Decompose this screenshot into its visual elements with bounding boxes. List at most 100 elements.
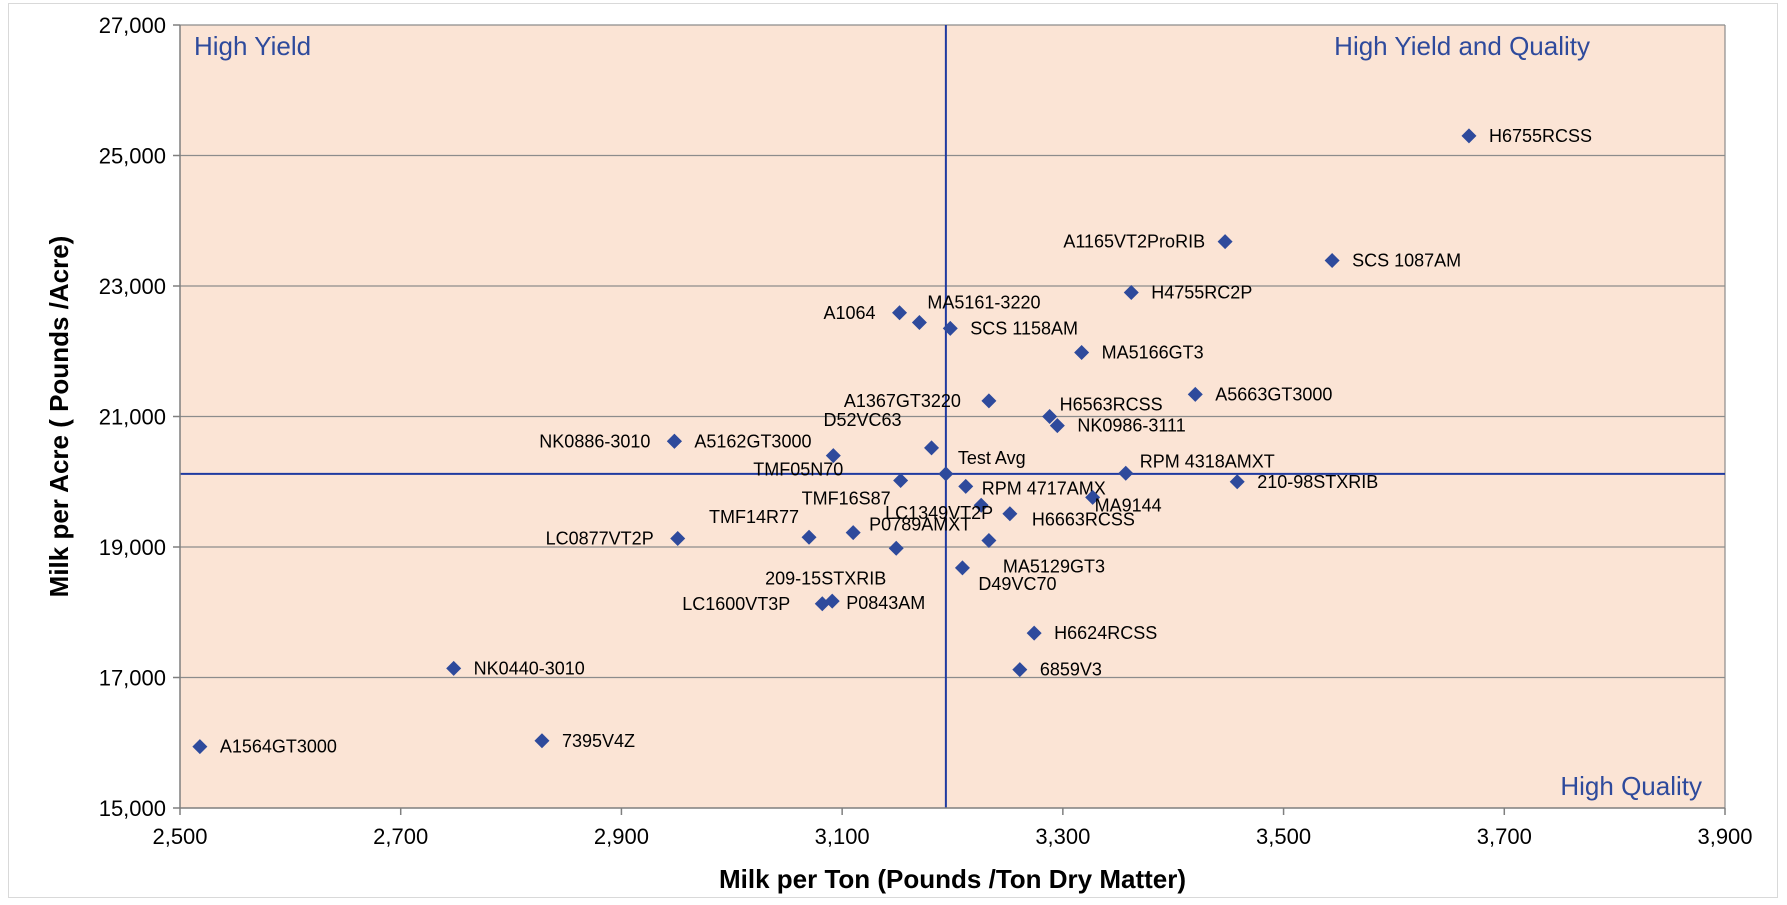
data-point-marker	[825, 448, 841, 464]
data-point-label: D49VC70	[978, 574, 1056, 594]
data-point-marker	[911, 315, 927, 331]
data-point-marker	[192, 739, 208, 755]
quadrant-labels: High Yield High Yield and Quality High Q…	[194, 31, 1702, 801]
data-point-label: MA5161-3220	[927, 293, 1040, 313]
data-point-label: 7395V4Z	[562, 731, 635, 751]
data-point-marker	[1123, 285, 1139, 301]
data-point-label: H6663RCSS	[1032, 510, 1135, 530]
x-tick-label: 3,700	[1477, 824, 1532, 849]
chart-frame	[8, 3, 1778, 898]
data-point-label: LC1349VT2P	[885, 503, 993, 523]
data-point-marker	[1229, 474, 1245, 490]
y-tick-label: 15,000	[99, 796, 166, 821]
data-point-label: SCS 1158AM	[970, 318, 1078, 338]
data-point-label: H4755RC2P	[1151, 283, 1252, 303]
data-point-label: SCS 1087AM	[1352, 251, 1461, 271]
data-point-label: Test Avg	[958, 448, 1026, 468]
data-point-marker	[534, 733, 550, 749]
data-point-marker	[1012, 662, 1028, 678]
y-tick-label: 19,000	[99, 535, 166, 560]
quadrant-label-high-quality: High Quality	[1560, 771, 1702, 801]
data-point-label: MA5166GT3	[1102, 343, 1204, 363]
data-point-label: 210-98STXRIB	[1257, 472, 1378, 492]
data-point-label: P0789AMXT	[869, 515, 971, 535]
data-point-label: A1064	[823, 303, 875, 323]
y-tick-label: 21,000	[99, 405, 166, 430]
data-point-label: A5162GT3000	[694, 431, 811, 451]
x-tick-label: 3,100	[815, 824, 870, 849]
data-point-marker	[670, 531, 686, 547]
data-point-marker	[938, 466, 954, 482]
y-tick-label: 25,000	[99, 144, 166, 169]
data-point-label: RPM 4717AMX	[982, 478, 1106, 498]
data-point-marker	[1187, 386, 1203, 402]
data-point-label: H6755RCSS	[1489, 126, 1592, 146]
data-point-label: LC1600VT3P	[682, 594, 790, 614]
data-point-marker	[801, 529, 817, 545]
axes	[173, 24, 1726, 815]
data-point-marker	[1461, 128, 1477, 144]
data-point-marker	[1217, 234, 1233, 250]
data-point-label: P0843AM	[846, 593, 925, 613]
y-tick-label: 17,000	[99, 666, 166, 691]
data-point-label: TMF14R77	[709, 507, 799, 527]
data-point-marker	[1118, 465, 1134, 481]
data-point-marker	[973, 497, 989, 513]
data-point-label: 209-15STXRIB	[765, 568, 886, 588]
data-point-label: TMF05N70	[753, 460, 843, 480]
data-point-marker	[888, 540, 904, 556]
x-tick-label: 2,500	[152, 824, 207, 849]
data-point-marker	[981, 532, 997, 548]
data-point-label: H6624RCSS	[1054, 623, 1157, 643]
data-point-label: A1564GT3000	[220, 737, 337, 757]
data-point-marker	[954, 560, 970, 576]
y-tick-label: 23,000	[99, 274, 166, 299]
data-point-marker	[1074, 345, 1090, 361]
data-point-label: MA9144	[1095, 495, 1162, 515]
y-tick-labels: 15,000 17,000 19,000 21,000 23,000 25,000 27,0…	[99, 13, 166, 821]
data-points: H6755RCSS A1165VT2ProRIB SCS 1087AM H4755RC…	[192, 126, 1592, 757]
data-point-label: NK0986-3111	[1077, 416, 1185, 436]
x-tick-labels: 2,500 2,700 2,900 3,100 3,300 3,500 3,700 3,900	[152, 824, 1752, 849]
data-point-label: D52VC63	[823, 410, 901, 430]
x-tick-label: 3,500	[1256, 824, 1311, 849]
y-tick-label: 27,000	[99, 13, 166, 38]
data-point-label: NK0440-3010	[474, 658, 585, 678]
data-point-marker	[446, 660, 462, 676]
data-point-label: A1165VT2ProRIB	[1063, 232, 1205, 252]
data-point-marker	[942, 320, 958, 336]
data-point-marker	[981, 393, 997, 409]
data-point-marker	[666, 433, 682, 449]
data-point-label: 6859V3	[1040, 660, 1102, 680]
data-point-marker	[1002, 506, 1018, 522]
data-point-marker	[924, 440, 940, 456]
quadrant-label-high-yield-and-quality: High Yield and Quality	[1334, 31, 1590, 61]
data-point-label: RPM 4318AMXT	[1140, 451, 1275, 471]
data-point-marker	[1085, 489, 1101, 505]
data-point-label: H6563RCSS	[1060, 395, 1163, 415]
data-point-label: MA5129GT3	[1003, 556, 1105, 576]
data-point-marker	[1324, 253, 1340, 269]
y-axis-title: Milk per Acre ( Pounds /Acre)	[44, 236, 74, 598]
x-axis-title: Milk per Ton (Pounds /Ton Dry Matter)	[719, 864, 1186, 894]
data-point-marker	[845, 525, 861, 541]
data-point-marker	[892, 305, 908, 321]
x-tick-label: 3,300	[1035, 824, 1090, 849]
data-point-label: TMF16S87	[802, 488, 891, 508]
x-tick-label: 3,900	[1697, 824, 1752, 849]
data-point-marker	[958, 478, 974, 494]
data-point-label: LC0877VT2P	[546, 529, 654, 549]
data-point-marker	[1049, 418, 1065, 434]
data-point-label: NK0886-3010	[539, 431, 650, 451]
data-point-marker	[1026, 625, 1042, 641]
quadrant-label-high-yield: High Yield	[194, 31, 311, 61]
x-tick-label: 2,900	[594, 824, 649, 849]
data-point-marker	[893, 472, 909, 488]
data-point-marker	[1042, 409, 1058, 424]
data-point-label: A1367GT3220	[844, 391, 961, 411]
data-point-marker	[814, 596, 830, 612]
gridlines	[180, 24, 1726, 808]
x-tick-label: 2,700	[373, 824, 428, 849]
data-point-label: A5663GT3000	[1215, 384, 1332, 404]
